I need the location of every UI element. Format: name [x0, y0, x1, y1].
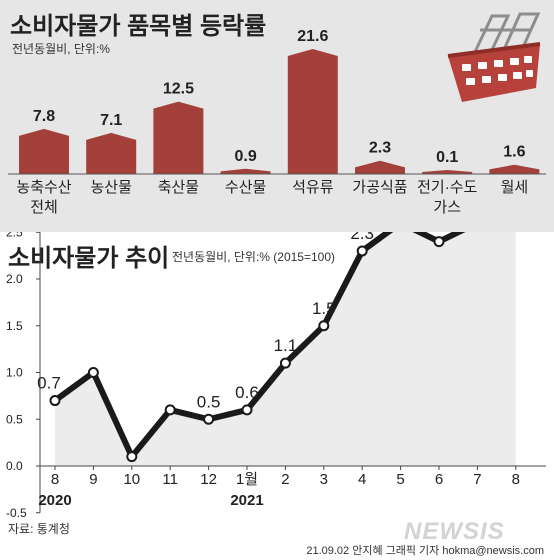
- x-tick-label: 8: [512, 471, 520, 488]
- bar-0: [19, 128, 69, 174]
- point-value-label: 0.5: [197, 392, 221, 411]
- line-chart-panel: 소비자물가 추이 전년동월비, 단위:% (2015=100) 2.5 2.0 1.…: [0, 232, 554, 544]
- bar-value-label: 1.6: [503, 144, 525, 161]
- x-year-label: 2020: [38, 492, 71, 509]
- y-tick-label: 0.0: [6, 459, 23, 473]
- source-note: 자료: 통계청: [8, 522, 70, 536]
- bar-value-label: 2.3: [369, 140, 391, 157]
- data-point: [433, 236, 445, 248]
- bar-chart-subtitle: 전년동월비, 단위:%: [12, 42, 110, 56]
- x-tick-label: 8: [51, 471, 59, 488]
- data-point: [203, 413, 215, 425]
- point-value-label: 1.1: [274, 336, 298, 355]
- bar-category-label: 수산물: [225, 179, 266, 196]
- line-chart-title: 소비자물가 추이: [8, 245, 170, 272]
- y-tick-label: 2.0: [6, 272, 23, 286]
- bar-2: [153, 101, 204, 174]
- bar-value-label: 0.1: [436, 149, 458, 166]
- data-point: [164, 404, 176, 416]
- bar-1: [86, 132, 137, 174]
- bar-value-label: 21.6: [297, 28, 328, 45]
- y-tick-label: -0.5: [6, 506, 27, 520]
- data-point: [126, 451, 138, 463]
- shopping-basket-icon: [447, 12, 541, 102]
- bar-value-label: 7.8: [33, 108, 55, 125]
- x-tick-label: 9: [89, 471, 97, 488]
- x-tick-label: 4: [358, 471, 366, 488]
- bar-category-label: 농축수산: [16, 179, 71, 196]
- point-value-label: 0.6: [235, 383, 259, 402]
- x-tick-label: 12: [200, 471, 217, 488]
- data-point: [279, 357, 291, 369]
- bar-value-label: 7.1: [100, 112, 122, 129]
- y-tick-label: 2.5: [6, 232, 23, 239]
- credit-line: 21.09.02 안지혜 그래픽 기자 hokma@newsis.com: [306, 545, 544, 557]
- bar-category-label: 전체: [30, 199, 58, 216]
- x-tick-label: 6: [435, 471, 443, 488]
- bar-category-label: 축산물: [158, 179, 199, 196]
- data-point: [241, 404, 253, 416]
- bar-category-label: 월세: [501, 179, 529, 196]
- bar-7: [489, 164, 540, 174]
- bar-chart-title: 소비자물가 품목별 등락률: [10, 13, 267, 40]
- y-tick-label: 1.0: [6, 366, 23, 380]
- x-tick-label: 10: [123, 471, 140, 488]
- x-tick-label: 3: [320, 471, 328, 488]
- x-tick-label: 1월: [236, 471, 258, 488]
- line-chart: 2.5 2.0 1.5 1.0 0.5 0.0 -0.5 8 9 10 11 12 1월 2 3 4 5 6 7 8 2…: [6, 232, 546, 520]
- x-tick-label: 11: [162, 471, 178, 488]
- x-tick-label: 2: [281, 471, 289, 488]
- bar-5: [355, 160, 405, 174]
- bar-6: [422, 170, 473, 174]
- bar-value-label: 0.9: [234, 148, 256, 165]
- data-point: [318, 320, 330, 332]
- bar-value-label: 12.5: [163, 81, 194, 98]
- newsis-watermark: NEWSIS: [404, 518, 505, 545]
- point-value-label: 2.4: [427, 232, 451, 234]
- y-tick-label: 1.5: [6, 319, 23, 333]
- bar-category-label: 농산물: [90, 179, 131, 196]
- bar-category-label: 석유류: [292, 179, 334, 196]
- line-area: [55, 232, 516, 466]
- point-value-label: 2.3: [350, 232, 374, 243]
- bar-category-label: 가공식품: [352, 179, 407, 196]
- data-point: [49, 395, 61, 407]
- point-value-label: 0.7: [37, 374, 61, 393]
- footer: 자료: 통계청 NEWSIS 21.09.02 안지혜 그래픽 기자 hokma…: [0, 518, 554, 560]
- line-chart-subtitle: 전년동월비, 단위:% (2015=100): [172, 250, 336, 264]
- bar-category-label: 전기·수도: [417, 179, 477, 196]
- x-year-label: 2021: [230, 492, 263, 509]
- x-tick-label: 5: [396, 471, 404, 488]
- point-value-label: 1.5: [312, 299, 336, 318]
- bar-4: [287, 49, 338, 174]
- bar-3: [220, 168, 271, 174]
- data-point: [87, 367, 99, 378]
- y-tick-label: 0.5: [6, 412, 23, 426]
- data-point: [356, 245, 368, 257]
- bar-category-label: 가스: [433, 199, 461, 216]
- x-tick-label: 7: [473, 471, 481, 488]
